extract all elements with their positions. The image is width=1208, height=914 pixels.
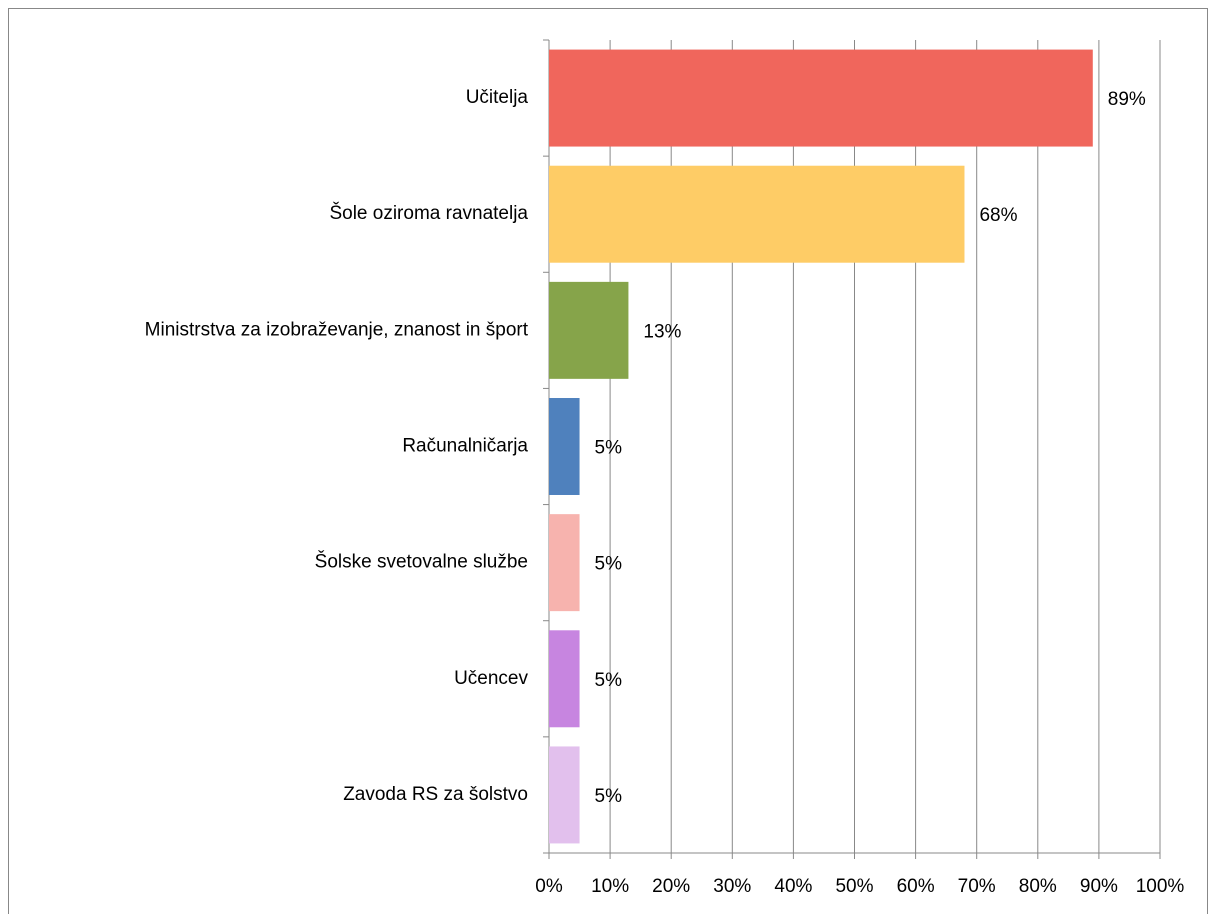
bar [549,49,1093,147]
bar [549,746,580,844]
x-tick-label: 40% [774,876,812,897]
data-label: 89% [1108,89,1146,110]
bar [549,281,629,379]
data-label: 68% [979,205,1017,226]
x-tick-label: 80% [1019,876,1057,897]
y-tick-label: Ministrstva za izobraževanje, znanost in… [145,319,529,340]
data-label: 5% [595,554,623,575]
x-tick-label: 20% [652,876,690,897]
x-tick-label: 10% [591,876,629,897]
y-tick-label: Šole oziroma ravnatelja [329,202,528,224]
chart-border [8,8,1208,914]
x-tick-label: 0% [535,876,563,897]
x-tick-label: 90% [1080,876,1118,897]
bar [549,165,965,263]
bar [549,630,580,728]
x-tick-label: 60% [897,876,935,897]
bar [549,398,580,495]
x-tick-label: 100% [1136,876,1185,897]
y-tick-label: Šolske svetovalne službe [315,551,528,573]
y-tick-label: Učencev [454,668,528,689]
bar [549,514,580,612]
x-tick-label: 50% [835,876,873,897]
y-tick-label: Zavoda RS za šolstvo [343,784,528,805]
data-label: 13% [643,321,681,342]
data-label: 5% [595,786,623,807]
y-tick-label: Računalničarja [402,436,528,457]
data-label: 5% [595,438,623,459]
y-tick-label: Učitelja [466,87,529,108]
x-tick-label: 70% [958,876,996,897]
data-label: 5% [595,670,623,691]
x-tick-label: 30% [713,876,751,897]
